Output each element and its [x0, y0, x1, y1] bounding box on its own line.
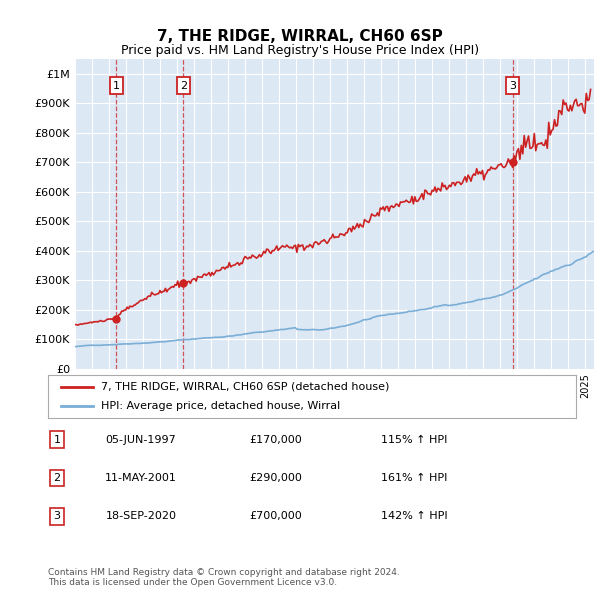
Text: 161% ↑ HPI: 161% ↑ HPI [381, 473, 447, 483]
Text: 3: 3 [53, 512, 61, 521]
Text: £700,000: £700,000 [250, 512, 302, 521]
Text: 11-MAY-2001: 11-MAY-2001 [105, 473, 177, 483]
Text: 18-SEP-2020: 18-SEP-2020 [106, 512, 176, 521]
Text: 05-JUN-1997: 05-JUN-1997 [106, 435, 176, 444]
Text: 3: 3 [509, 81, 516, 90]
Text: 7, THE RIDGE, WIRRAL, CH60 6SP (detached house): 7, THE RIDGE, WIRRAL, CH60 6SP (detached… [101, 382, 389, 392]
Text: HPI: Average price, detached house, Wirral: HPI: Average price, detached house, Wirr… [101, 401, 340, 411]
Text: Contains HM Land Registry data © Crown copyright and database right 2024.
This d: Contains HM Land Registry data © Crown c… [48, 568, 400, 587]
Text: 7, THE RIDGE, WIRRAL, CH60 6SP: 7, THE RIDGE, WIRRAL, CH60 6SP [157, 29, 443, 44]
Text: 142% ↑ HPI: 142% ↑ HPI [380, 512, 448, 521]
Text: 1: 1 [53, 435, 61, 444]
Text: Price paid vs. HM Land Registry's House Price Index (HPI): Price paid vs. HM Land Registry's House … [121, 44, 479, 57]
Text: 1: 1 [113, 81, 119, 90]
Text: £290,000: £290,000 [250, 473, 302, 483]
Text: £170,000: £170,000 [250, 435, 302, 444]
Text: 2: 2 [179, 81, 187, 90]
Text: 2: 2 [53, 473, 61, 483]
Text: 115% ↑ HPI: 115% ↑ HPI [381, 435, 447, 444]
